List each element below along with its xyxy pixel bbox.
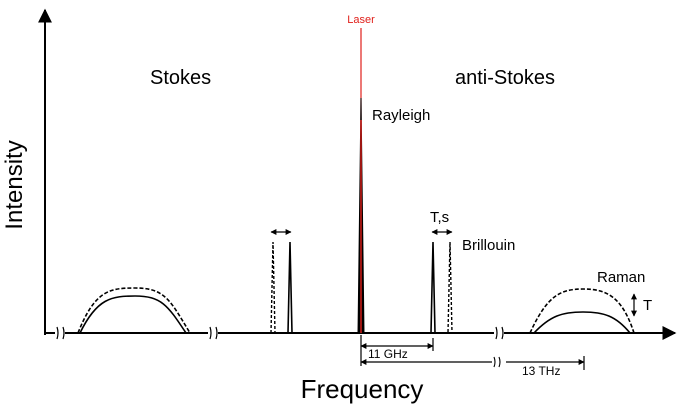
- raman-change-label: T: [643, 297, 652, 314]
- antistokes-brillouin-peak-dashed: [444, 241, 457, 334]
- stokes-brillouin-peak-solid: [284, 241, 296, 334]
- antistokes-brillouin-peak-solid: [427, 241, 439, 334]
- brillouin-label: Brillouin: [462, 237, 515, 254]
- raman-label: Raman: [597, 269, 645, 286]
- axis-break-1: [55, 326, 65, 340]
- stokes-label: Stokes: [150, 67, 211, 89]
- y-axis-label: Intensity: [1, 140, 28, 229]
- stokes-raman-band-dashed: [77, 287, 191, 334]
- spacing-break: [493, 356, 501, 368]
- antistokes-raman-band-solid: [533, 311, 631, 334]
- anti-stokes-label: anti-Stokes: [455, 67, 555, 89]
- antistokes-raman-band-dashed: [529, 288, 635, 334]
- stokes-brillouin-peak-dashed: [266, 241, 280, 334]
- brillouin-shift-label: T,s: [430, 209, 449, 226]
- axis-break-2: [208, 326, 218, 340]
- laser-label: Laser: [347, 14, 375, 26]
- x-axis-label: Frequency: [301, 374, 424, 404]
- stokes-raman-band-solid: [79, 295, 187, 334]
- axis-break-3: [494, 326, 504, 340]
- rayleigh-label: Rayleigh: [372, 107, 430, 124]
- brillouin-spacing-label: 11 GHz: [368, 347, 408, 361]
- raman-spacing-label: 13 THz: [522, 364, 560, 378]
